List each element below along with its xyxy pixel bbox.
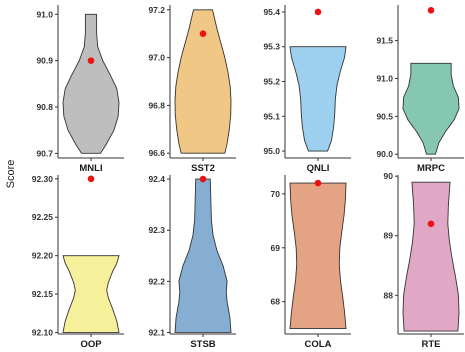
panel-label-mrpc: MRPC: [417, 163, 445, 174]
y-axis-label: Score: [5, 160, 17, 189]
y-tick-label: 92.10: [32, 327, 54, 337]
violin-mrpc: [402, 62, 460, 155]
violin-qnli: [289, 46, 347, 152]
score-point-mnli: [87, 57, 95, 64]
score-point-rte: [427, 220, 435, 228]
y-tick-label: 90.8: [36, 102, 53, 112]
panel-label-cola: COLA: [305, 339, 332, 347]
score-point-qqp: [87, 175, 95, 183]
violin-mnli: [62, 13, 120, 154]
score-point-qnli: [314, 8, 322, 16]
violin-stsb: [174, 178, 232, 333]
y-tick-label: 92.30: [32, 174, 54, 184]
y-tick-label: 70: [271, 189, 281, 199]
panel-rte: 88 89 90 RTE: [384, 171, 464, 350]
y-tick-label: 95.4: [263, 7, 280, 17]
panel-stsb: 92.1 92.2 92.3 92.4 STSB: [148, 174, 236, 350]
y-tick-label: 68: [271, 297, 281, 307]
panel-qnli: 95.0 95.1 95.2 95.3 95.4 QNLI: [263, 5, 351, 174]
y-tick-label: 91.5: [376, 36, 393, 46]
y-tick-label: 96.8: [148, 100, 165, 110]
violin-cola: [289, 182, 347, 330]
score-point-stsb: [199, 175, 207, 183]
y-tick-label: 92.3: [148, 225, 165, 235]
y-tick-label: 91.0: [36, 9, 53, 19]
violin-qqp: [62, 255, 120, 333]
panel-label-mnli: MNLI: [79, 163, 102, 174]
violin-sst2: [174, 9, 232, 154]
y-tick-label: 92.20: [32, 251, 54, 261]
score-point-sst2: [199, 30, 207, 37]
panel-qqp: 92.10 92.15 92.20 92.25 92.30 QQP: [32, 174, 124, 350]
violin-rte: [402, 181, 460, 332]
y-tick-label: 89: [384, 231, 394, 241]
y-tick-label: 92.25: [32, 212, 54, 222]
panel-label-stsb: STSB: [190, 339, 215, 347]
y-tick-label: 92.15: [32, 289, 54, 299]
y-tick-label: 92.1: [148, 327, 165, 337]
y-tick-label: 91.0: [376, 73, 393, 83]
y-tick-label: 90.7: [36, 148, 53, 158]
y-tick-label: 95.1: [263, 111, 280, 121]
panel-label-qnli: QNLI: [307, 163, 330, 174]
panel-mnli: 90.7 90.8 90.9 91.0 MNLI: [36, 5, 124, 174]
y-tick-label: 88: [384, 290, 394, 300]
y-tick-label: 97.0: [148, 53, 165, 63]
y-tick-label: 95.3: [263, 42, 280, 52]
y-tick-label: 95.2: [263, 77, 280, 87]
y-tick-label: 90.5: [376, 111, 393, 121]
y-tick-label: 92.4: [148, 174, 165, 184]
score-point-cola: [314, 179, 322, 187]
panel-label-qqp: QQP: [80, 339, 102, 347]
y-tick-label: 90.0: [376, 149, 393, 159]
panel-sst2: 96.6 96.8 97.0 97.2 SST2: [148, 5, 236, 174]
score-point-mrpc: [427, 7, 435, 14]
panel-mrpc: 90.0 90.5 91.0 91.5 MRPC: [376, 5, 464, 174]
y-tick-label: 95.0: [263, 146, 280, 156]
y-tick-label: 69: [271, 243, 281, 253]
y-tick-label: 96.6: [148, 148, 165, 158]
panel-label-sst2: SST2: [191, 163, 215, 174]
y-tick-label: 92.2: [148, 276, 165, 286]
y-tick-label: 97.2: [148, 5, 165, 15]
panel-label-rte: RTE: [422, 339, 441, 347]
y-tick-label: 90.9: [36, 56, 53, 66]
y-tick-label: 90: [384, 171, 394, 181]
panel-cola: 68 69 70 COLA: [271, 175, 351, 350]
